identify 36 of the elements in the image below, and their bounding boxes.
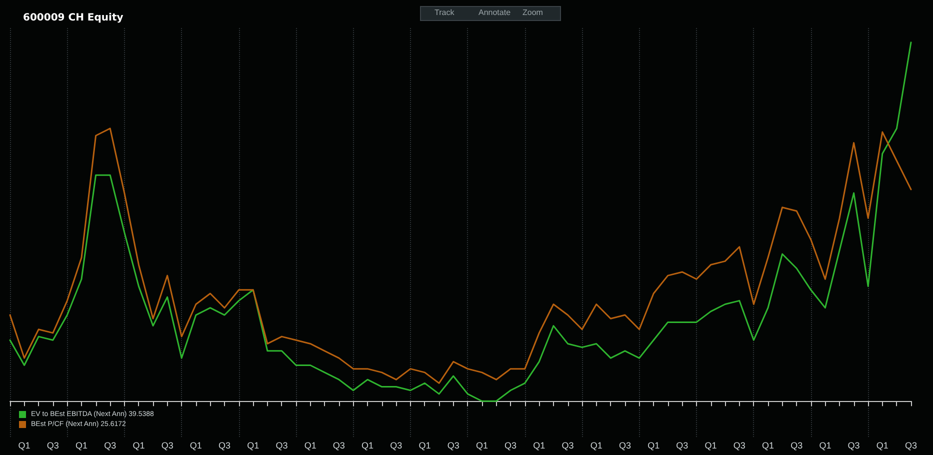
x-tick-label: Q3 [218, 440, 231, 450]
x-tick-label: Q3 [904, 440, 918, 450]
x-tick-label: Q1 [704, 440, 717, 450]
x-tick-label: Q3 [104, 440, 116, 450]
x-tick-label: Q1 [76, 440, 88, 450]
x-tick-label: Q1 [876, 440, 888, 450]
x-tick-label: Q3 [562, 440, 574, 450]
x-tick-label: Q1 [762, 440, 774, 450]
x-tick-label: Q1 [533, 440, 546, 450]
x-tick-label: Q3 [848, 440, 860, 450]
text: Zoom [522, 8, 544, 17]
x-tick-label: Q3 [161, 440, 174, 450]
x-tick-label: Q1 [247, 440, 260, 450]
chart-title: 600009 CH Equity [23, 12, 124, 24]
x-tick-label: Q1 [590, 440, 602, 450]
x-tick-label: Q1 [648, 440, 660, 450]
x-tick-label: Q3 [676, 440, 688, 450]
x-tick-label: Q1 [190, 440, 202, 450]
x-tick-label: Q3 [390, 440, 402, 450]
x-tick-label: Q1 [819, 440, 832, 450]
x-tick-label: Q3 [447, 440, 460, 450]
x-tick-label: Q1 [476, 440, 488, 450]
x-tick-label: Q1 [18, 440, 30, 450]
x-tick-label: Q1 [304, 440, 316, 450]
x-tick-label: Q3 [332, 440, 345, 450]
x-tick-label: Q1 [418, 440, 431, 450]
x-tick-label: Q1 [362, 440, 374, 450]
x-tick-label: Q3 [276, 440, 288, 450]
text: Annotate [478, 8, 512, 17]
x-tick-label: Q3 [790, 440, 803, 450]
x-tick-label: Q3 [504, 440, 517, 450]
text: Track [434, 8, 456, 17]
x-tick-label: Q3 [618, 440, 631, 450]
x-tick-label: Q1 [132, 440, 145, 450]
x-tick-label: Q3 [46, 440, 59, 450]
x-tick-label: Q3 [733, 440, 746, 450]
